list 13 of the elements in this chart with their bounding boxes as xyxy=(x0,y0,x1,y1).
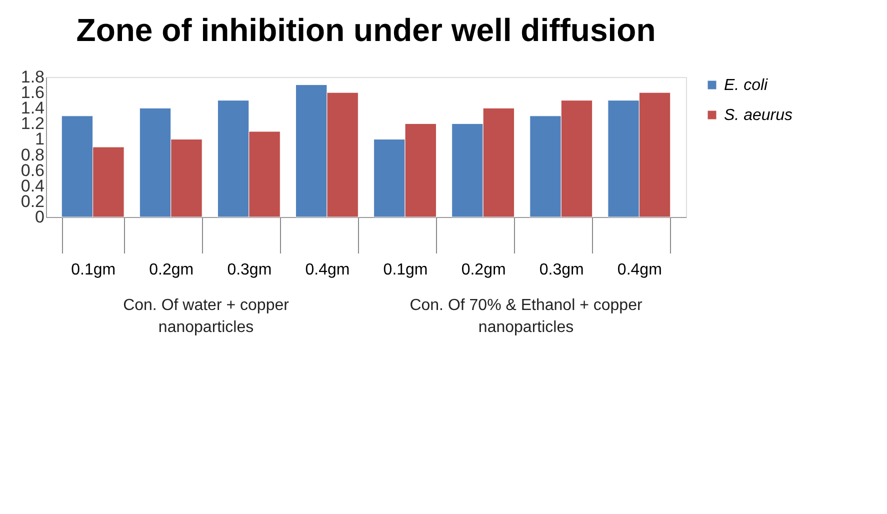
x-tick-label: 0.2gm xyxy=(461,262,506,278)
x-tick-label: 0.4gm xyxy=(305,262,350,278)
legend-label: E. coli xyxy=(724,77,768,94)
x-tick-label: 0.2gm xyxy=(149,262,194,278)
x-tick-label: 0.3gm xyxy=(227,262,272,278)
x-tick-label: 0.3gm xyxy=(539,262,584,278)
legend-label: S. aeurus xyxy=(724,107,792,124)
x-tick-label: 0.4gm xyxy=(617,262,662,278)
x-tick-label: 0.1gm xyxy=(383,262,428,278)
x-tick-label: 0.1gm xyxy=(71,262,116,278)
chart-title: Zone of inhibition under well diffusion xyxy=(76,12,656,48)
text: Con. Of 70% & Ethanol + copper nanoparticles xyxy=(410,297,643,336)
text: Con. Of water + copper nanoparticles xyxy=(123,297,290,336)
